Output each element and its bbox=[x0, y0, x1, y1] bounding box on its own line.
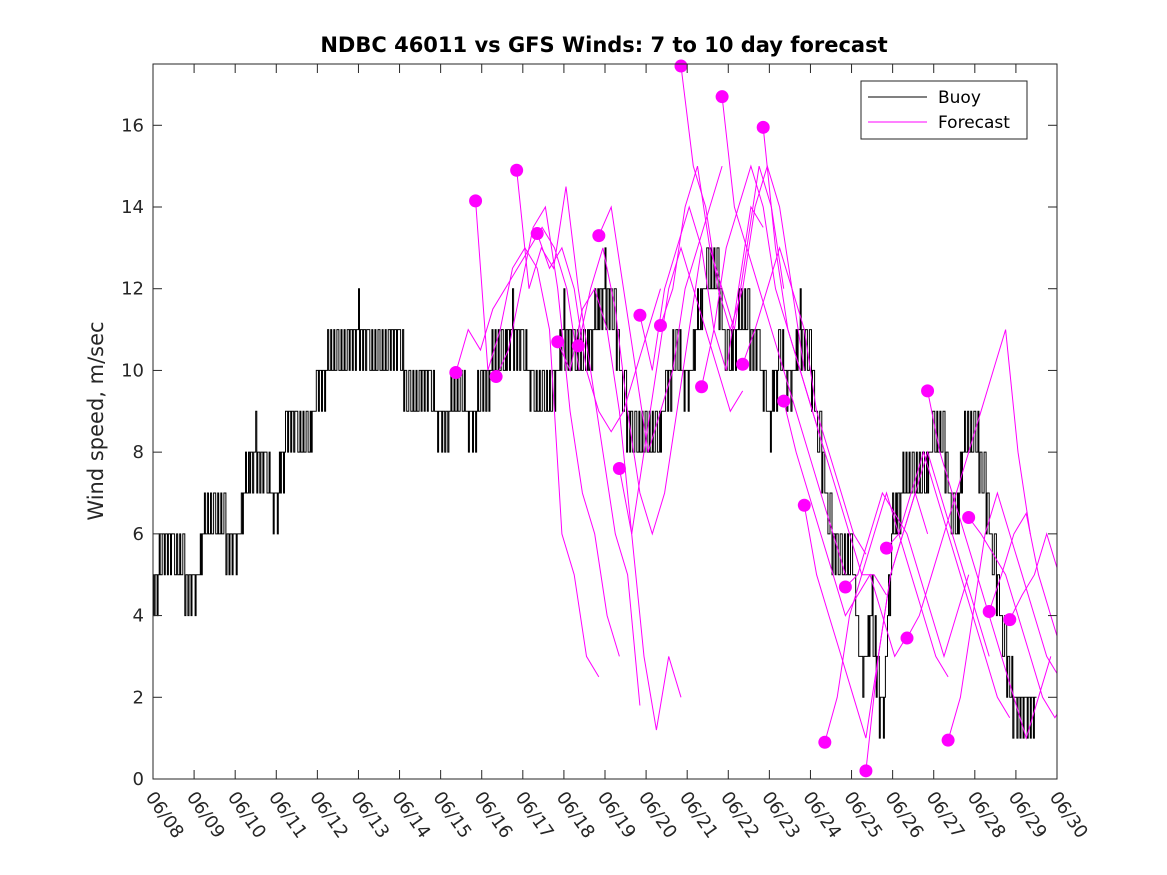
y-tick-label: 14 bbox=[121, 197, 144, 218]
forecast-start-marker bbox=[982, 604, 996, 618]
forecast-line bbox=[475, 200, 600, 678]
forecast-start-marker bbox=[571, 339, 585, 353]
forecast-start-marker bbox=[962, 511, 976, 525]
forecast-line bbox=[680, 65, 805, 371]
legend-buoy-label: Buoy bbox=[938, 88, 981, 108]
forecast-line bbox=[783, 400, 908, 658]
forecast-line bbox=[824, 491, 949, 743]
forecast-line bbox=[906, 329, 1031, 639]
forecast-line bbox=[455, 226, 580, 373]
legend: Buoy Forecast bbox=[860, 80, 1028, 140]
forecast-start-marker bbox=[921, 384, 935, 398]
forecast-start-marker bbox=[592, 229, 606, 243]
legend-forecast-label: Forecast bbox=[938, 113, 1010, 133]
forecast-start-marker bbox=[551, 335, 565, 349]
forecast-line bbox=[845, 491, 970, 659]
forecast-start-marker bbox=[449, 365, 463, 379]
forecast-start-marker bbox=[777, 394, 791, 408]
forecast-line bbox=[495, 205, 620, 657]
forecast-start-marker bbox=[838, 580, 852, 594]
y-axis-label: Wind speed, m/sec bbox=[84, 321, 108, 520]
forecast-start-marker bbox=[469, 194, 483, 208]
forecast-start-marker bbox=[653, 318, 667, 332]
y-tick-label: 8 bbox=[133, 442, 144, 463]
buoy-line bbox=[153, 247, 1037, 739]
forecast-start-marker bbox=[736, 357, 750, 371]
forecast-line bbox=[886, 450, 1011, 718]
chart-title: NDBC 46011 vs GFS Winds: 7 to 10 day for… bbox=[320, 33, 887, 57]
y-tick-label: 4 bbox=[133, 606, 144, 627]
y-axis: 0 2 4 6 8 10 12 14 16 bbox=[121, 115, 1057, 790]
forecast-line bbox=[618, 246, 744, 534]
y-tick-label: 0 bbox=[133, 769, 144, 790]
forecast-line bbox=[536, 233, 661, 433]
forecast-line bbox=[557, 287, 682, 731]
forecast-line bbox=[598, 165, 723, 453]
forecast-start-marker bbox=[818, 735, 832, 749]
forecast-start-marker bbox=[489, 370, 503, 384]
plot-area bbox=[153, 59, 1057, 778]
forecast-start-marker bbox=[633, 308, 647, 322]
y-tick-label: 10 bbox=[121, 360, 144, 381]
forecast-start-marker bbox=[612, 461, 626, 475]
forecast-line bbox=[865, 450, 990, 771]
buoy-series bbox=[153, 247, 1037, 739]
forecast-line bbox=[968, 517, 1057, 719]
forecast-line bbox=[947, 491, 1057, 741]
forecast-start-marker bbox=[900, 631, 914, 645]
y-tick-label: 2 bbox=[133, 687, 144, 708]
forecast-series bbox=[455, 65, 1057, 771]
forecast-start-marker bbox=[879, 541, 893, 555]
forecast-line bbox=[639, 205, 764, 371]
forecast-line bbox=[577, 247, 703, 536]
forecast-start-marker bbox=[797, 498, 811, 512]
forecast-start-marker bbox=[756, 120, 770, 134]
forecast-line bbox=[721, 96, 846, 575]
forecast-line bbox=[516, 170, 641, 706]
forecast-start-marker bbox=[674, 59, 688, 73]
y-tick-label: 6 bbox=[133, 524, 144, 545]
y-tick-label: 16 bbox=[121, 115, 144, 136]
forecast-start-marker bbox=[530, 227, 544, 241]
forecast-start-marker bbox=[941, 733, 955, 747]
legend-box bbox=[860, 80, 1028, 140]
forecast-start-marker bbox=[1003, 613, 1017, 627]
forecast-start-marker bbox=[510, 163, 524, 177]
forecast-line bbox=[742, 246, 867, 555]
forecast-line bbox=[1009, 532, 1057, 620]
forecast-start-markers bbox=[449, 59, 1017, 778]
forecast-start-marker bbox=[695, 380, 709, 394]
forecast-start-marker bbox=[715, 90, 729, 104]
forecast-line bbox=[762, 127, 887, 596]
forecast-start-marker bbox=[859, 764, 873, 778]
y-tick-label: 12 bbox=[121, 279, 144, 300]
